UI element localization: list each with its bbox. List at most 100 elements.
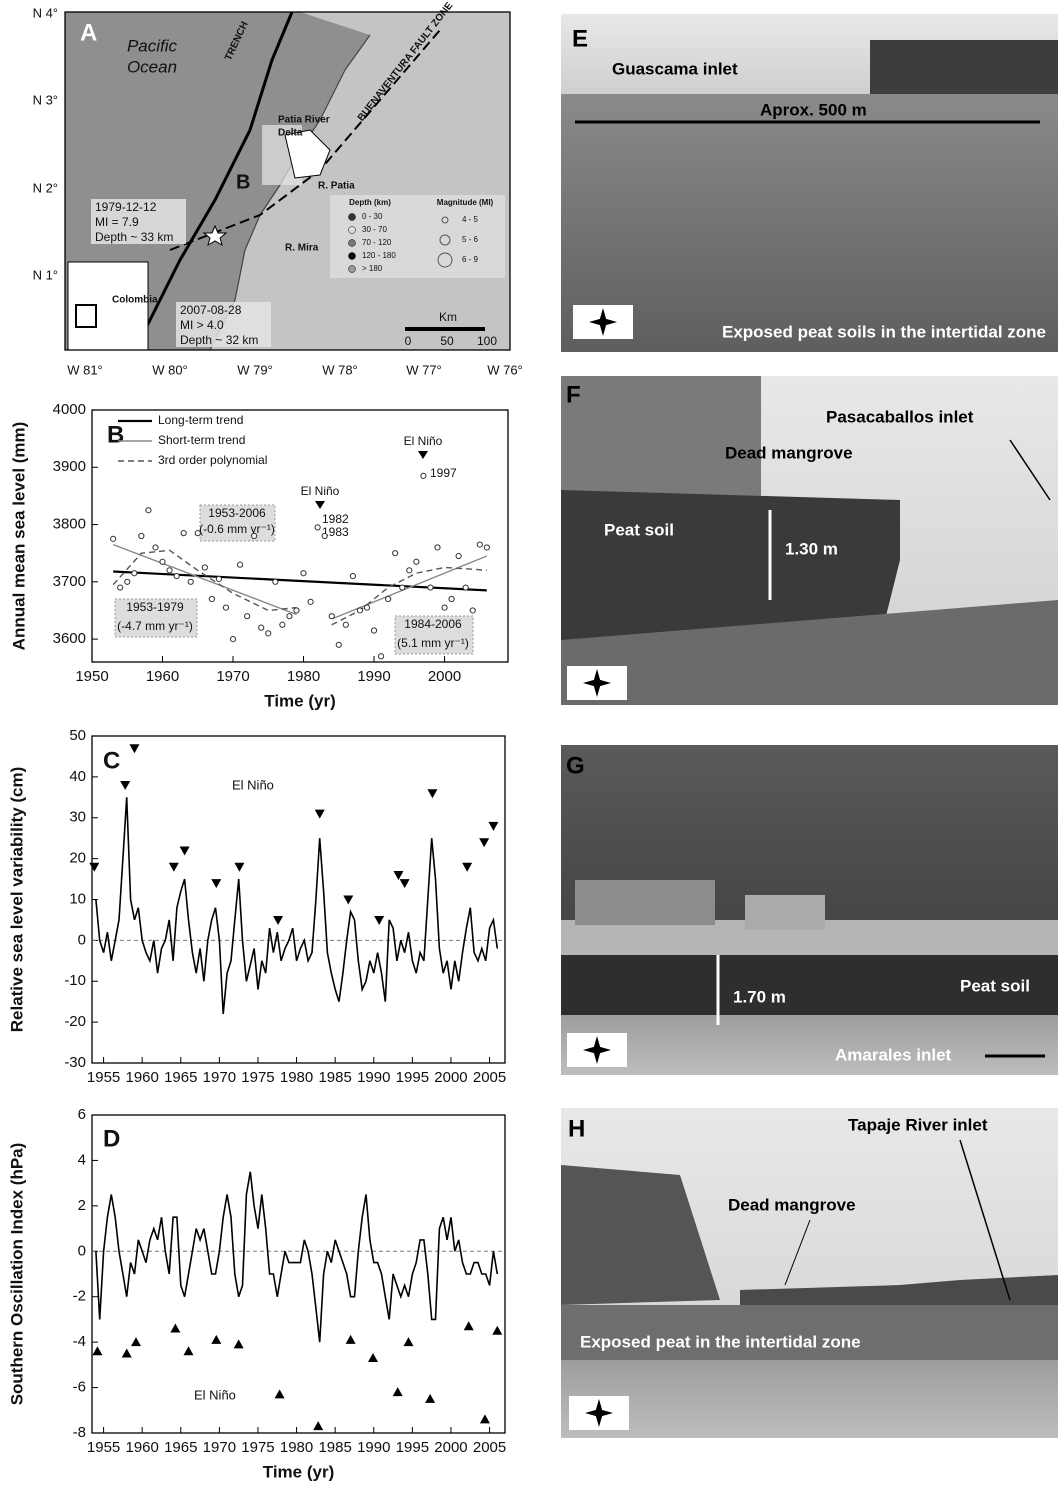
inset-box bbox=[75, 304, 97, 328]
photo-annotation: Dead mangrove bbox=[728, 1195, 856, 1214]
x-tick-label: 1960 bbox=[125, 1439, 158, 1456]
annotation: El Niño bbox=[232, 777, 274, 792]
el-nino-marker bbox=[211, 1334, 222, 1344]
el-nino-marker bbox=[492, 1325, 503, 1335]
photo-f bbox=[561, 376, 1058, 705]
lon-label: W 77° bbox=[406, 362, 442, 377]
data-point bbox=[194, 530, 201, 537]
data-point bbox=[441, 604, 448, 611]
annotation: 1983 bbox=[322, 525, 349, 539]
el-nino-marker bbox=[314, 809, 325, 819]
data-point bbox=[413, 558, 420, 565]
el-nino-marker bbox=[274, 1389, 285, 1399]
plot-frame bbox=[91, 409, 509, 663]
scale-bar bbox=[405, 327, 485, 331]
event-box bbox=[91, 199, 186, 244]
el-nino-marker bbox=[179, 846, 190, 856]
event-label: MI > 4.0 bbox=[180, 318, 224, 332]
annotation: (5.1 mm yr⁻¹) bbox=[397, 636, 469, 650]
data-point bbox=[145, 507, 152, 514]
pointer-line bbox=[1009, 439, 1051, 501]
data-point bbox=[370, 627, 378, 634]
legend-swatch bbox=[348, 213, 356, 221]
ocean-label: Ocean bbox=[127, 57, 177, 76]
annotation: El Niño bbox=[404, 434, 443, 448]
event-box bbox=[176, 302, 271, 347]
photo-peat bbox=[561, 1305, 1058, 1360]
x-tick-label: 1980 bbox=[280, 1069, 313, 1086]
y-tick-label: -30 bbox=[64, 1054, 86, 1071]
event-label: 1979-12-12 bbox=[95, 200, 157, 214]
photo-label: H bbox=[568, 1115, 585, 1142]
data-point bbox=[152, 544, 159, 551]
y-tick-label: 50 bbox=[69, 727, 86, 744]
data-point bbox=[483, 544, 490, 551]
data-point bbox=[159, 558, 166, 565]
map-feature-label: Patia River bbox=[278, 115, 330, 126]
y-tick-label: -20 bbox=[64, 1013, 86, 1030]
data-point bbox=[377, 653, 385, 660]
x-tick-label: 1995 bbox=[396, 1439, 429, 1456]
annotation: 1984-2006 bbox=[404, 617, 462, 631]
x-tick-label: 1970 bbox=[216, 668, 249, 685]
lon-label: W 80° bbox=[152, 362, 188, 377]
y-tick-label: 3700 bbox=[53, 573, 86, 590]
legend-label: 30 - 70 bbox=[362, 225, 387, 234]
panel-label: D bbox=[103, 1125, 120, 1152]
scale-label: 0 bbox=[405, 334, 412, 348]
annotation: (-4.7 mm yr⁻¹) bbox=[117, 619, 193, 633]
el-nino-marker bbox=[425, 1393, 436, 1403]
map-feature-label: Delta bbox=[278, 128, 303, 139]
x-tick-label: 1980 bbox=[280, 1439, 313, 1456]
data-point bbox=[222, 604, 230, 611]
annotation: El Niño bbox=[194, 1387, 236, 1402]
el-nino-marker bbox=[399, 879, 410, 889]
x-tick-label: 1975 bbox=[241, 1439, 274, 1456]
x-tick-label: 1990 bbox=[357, 668, 390, 685]
lon-label: W 76° bbox=[487, 362, 523, 377]
event-label: Depth ~ 33 km bbox=[95, 230, 173, 244]
y-tick-label: 3900 bbox=[53, 458, 86, 475]
photo-peat bbox=[561, 490, 900, 650]
legend-label: 5 - 6 bbox=[462, 235, 479, 244]
x-tick-label: 1965 bbox=[164, 1439, 197, 1456]
legend-label: 70 - 120 bbox=[362, 238, 392, 247]
x-tick-label: 1960 bbox=[125, 1069, 158, 1086]
map-feature-label: R. Mira bbox=[285, 243, 319, 254]
data-point bbox=[335, 641, 342, 648]
data-point bbox=[272, 578, 279, 585]
data-point bbox=[251, 532, 258, 540]
lon-label: W 81° bbox=[67, 362, 103, 377]
x-axis-title: Time (yr) bbox=[264, 691, 336, 710]
compass-rose bbox=[583, 669, 611, 697]
photo-annotation: Amarales inlet bbox=[835, 1045, 952, 1064]
annotation: 1982 bbox=[322, 512, 349, 526]
x-tick-label: 1985 bbox=[318, 1439, 351, 1456]
annotation-box bbox=[199, 504, 276, 542]
data-point bbox=[131, 570, 138, 577]
el-nino-marker bbox=[273, 915, 284, 925]
el-nino-marker bbox=[120, 781, 131, 791]
map-feature-label: B bbox=[236, 171, 250, 193]
legend-label: > 180 bbox=[362, 264, 383, 273]
data-point bbox=[265, 630, 272, 637]
delta-outline bbox=[284, 129, 331, 179]
legend-label: 6 - 9 bbox=[462, 255, 479, 264]
el-nino-marker bbox=[170, 1323, 181, 1333]
y-tick-label: 3800 bbox=[53, 516, 86, 533]
photo-label: F bbox=[566, 381, 581, 408]
data-point bbox=[427, 584, 434, 591]
x-axis-title: Time (yr) bbox=[263, 1462, 335, 1481]
photo-h bbox=[561, 1108, 1058, 1438]
map-panel bbox=[64, 11, 511, 351]
compass-rose bbox=[583, 1036, 611, 1064]
data-point bbox=[236, 561, 244, 568]
legend-swatch bbox=[348, 252, 356, 260]
y-tick-label: 10 bbox=[69, 890, 86, 907]
el-nino-marker bbox=[211, 879, 222, 889]
y-tick-label: 30 bbox=[69, 809, 86, 826]
el-nino-marker bbox=[374, 915, 385, 925]
y-tick-label: 4000 bbox=[53, 401, 86, 418]
photo-annotation: Aprox. 500 m bbox=[760, 100, 867, 119]
x-tick-label: 1970 bbox=[203, 1069, 236, 1086]
